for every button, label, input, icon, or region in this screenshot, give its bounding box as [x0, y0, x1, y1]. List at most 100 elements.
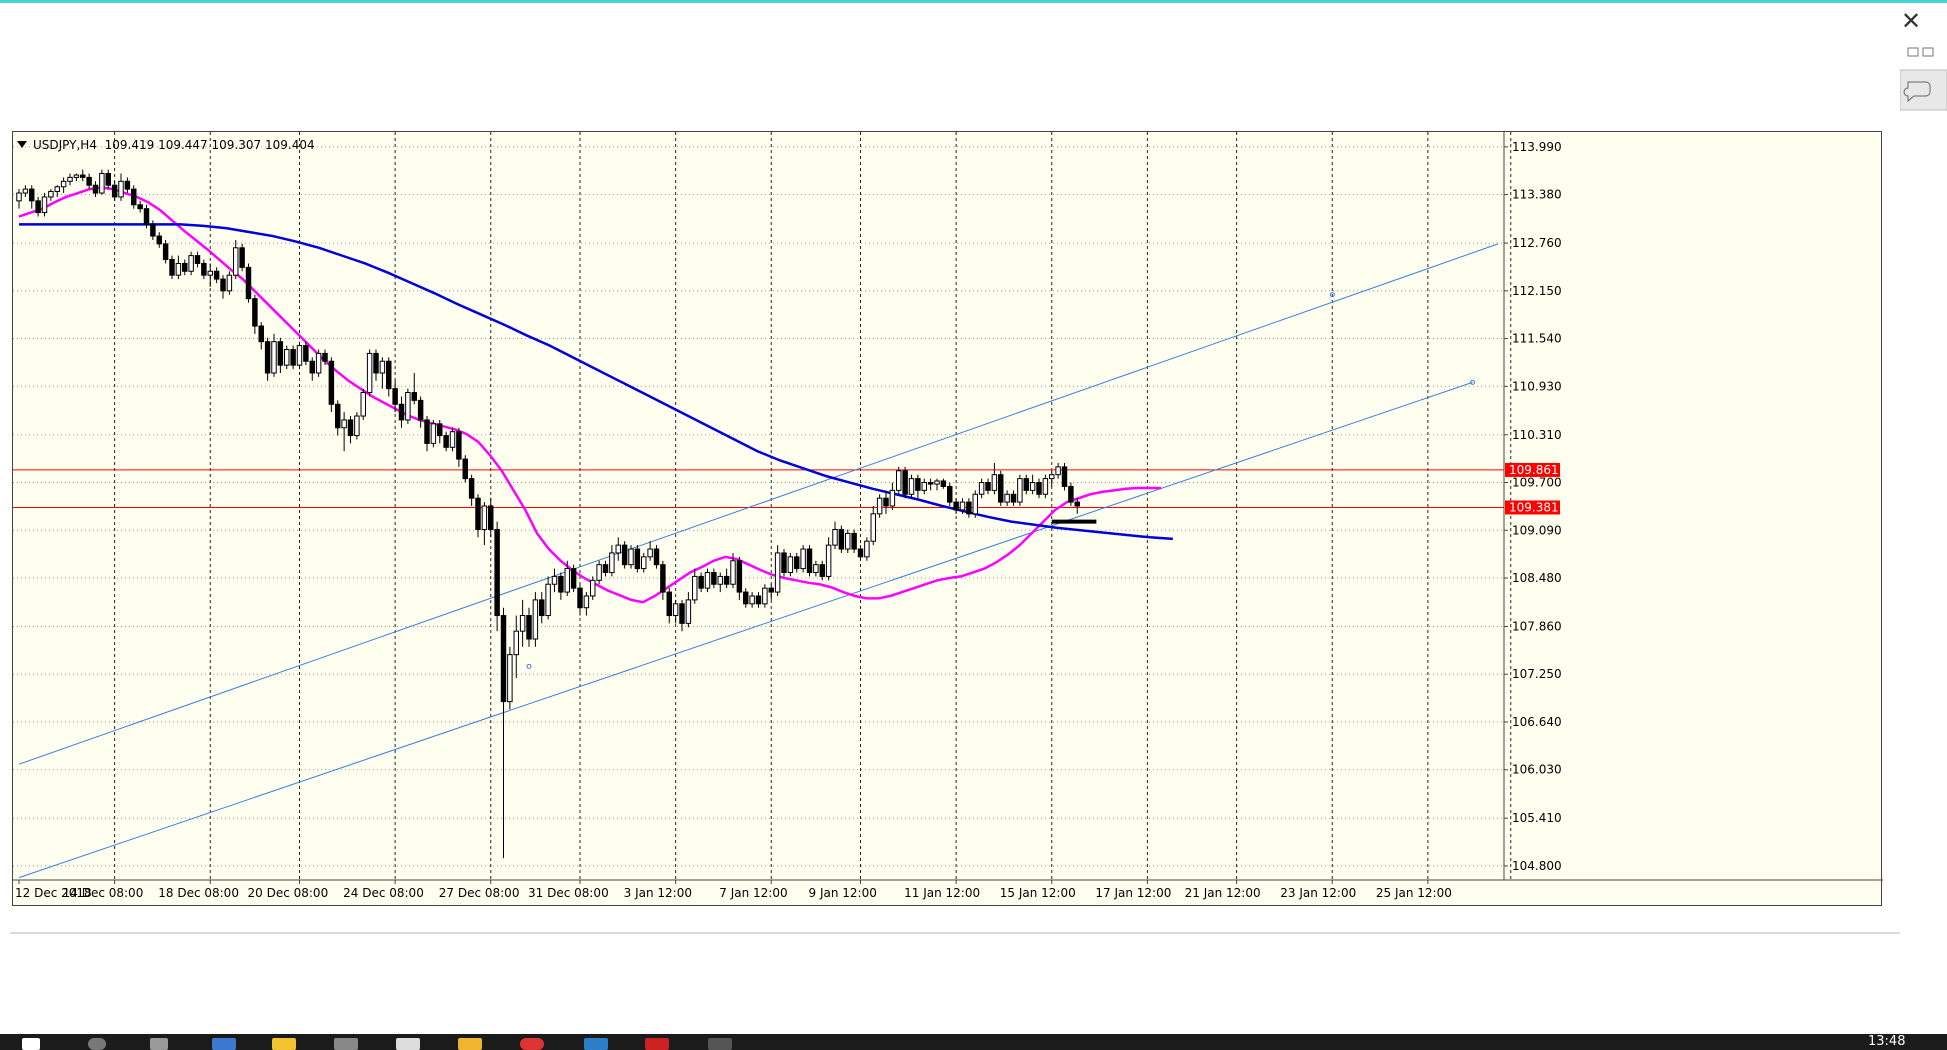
- candle-body[interactable]: [296, 345, 303, 366]
- candle-body[interactable]: [1074, 501, 1080, 507]
- candle-body[interactable]: [628, 548, 634, 566]
- candle-body[interactable]: [175, 262, 182, 276]
- candle-body[interactable]: [698, 575, 704, 589]
- candle-body[interactable]: [794, 556, 800, 570]
- candle-body[interactable]: [111, 184, 118, 198]
- candle-body[interactable]: [131, 188, 137, 206]
- candle-body[interactable]: [398, 403, 405, 421]
- candle-body[interactable]: [347, 419, 354, 437]
- candle-body[interactable]: [609, 552, 615, 574]
- ma-slow-line[interactable]: [19, 223, 1173, 541]
- candle-body[interactable]: [86, 176, 92, 186]
- candle-body[interactable]: [16, 192, 22, 202]
- candle-body[interactable]: [1023, 478, 1029, 491]
- candle-body[interactable]: [277, 341, 284, 366]
- candle-body[interactable]: [1061, 466, 1068, 487]
- candle-body[interactable]: [481, 505, 488, 530]
- candle-body[interactable]: [194, 255, 201, 264]
- candle-body[interactable]: [870, 513, 876, 542]
- candle-body[interactable]: [743, 591, 749, 605]
- candle-body[interactable]: [711, 572, 717, 585]
- app-icon-3[interactable]: [458, 1038, 482, 1050]
- candle-body[interactable]: [558, 575, 564, 593]
- candle-body[interactable]: [430, 423, 437, 444]
- candle-body[interactable]: [411, 392, 417, 401]
- candle-body[interactable]: [532, 599, 539, 640]
- candle-body[interactable]: [679, 603, 685, 624]
- candle-body[interactable]: [137, 204, 143, 210]
- search-icon[interactable]: [88, 1038, 106, 1050]
- candle-body[interactable]: [162, 243, 169, 261]
- start-icon[interactable]: [22, 1038, 40, 1050]
- candle-body[interactable]: [927, 482, 934, 485]
- candle-body[interactable]: [966, 501, 972, 515]
- candle-body[interactable]: [545, 583, 551, 617]
- candle-body[interactable]: [188, 255, 194, 272]
- candle-body[interactable]: [768, 587, 774, 593]
- chat-panel[interactable]: [1899, 69, 1947, 111]
- candle-body[interactable]: [290, 349, 296, 366]
- candle-body[interactable]: [437, 423, 443, 437]
- candle-body[interactable]: [800, 548, 806, 570]
- folder-icon[interactable]: [272, 1038, 296, 1050]
- candle-body[interactable]: [959, 501, 966, 511]
- candle-body[interactable]: [749, 595, 755, 605]
- candle-body[interactable]: [35, 200, 41, 214]
- candle-body[interactable]: [634, 548, 641, 570]
- candle-body[interactable]: [1068, 485, 1074, 503]
- candle-body[interactable]: [99, 172, 105, 194]
- candle-body[interactable]: [825, 544, 832, 577]
- candle-body[interactable]: [449, 431, 456, 448]
- candle-body[interactable]: [787, 556, 794, 574]
- candle-body[interactable]: [271, 341, 277, 374]
- candle-body[interactable]: [813, 564, 819, 574]
- candle-body[interactable]: [819, 564, 825, 577]
- candle-body[interactable]: [666, 591, 672, 617]
- candle-body[interactable]: [953, 501, 959, 511]
- candle-body[interactable]: [468, 478, 475, 499]
- trend-anchor[interactable]: [526, 663, 532, 669]
- candle-body[interactable]: [653, 548, 660, 566]
- candle-body[interactable]: [80, 174, 86, 178]
- candle-body[interactable]: [883, 497, 889, 507]
- candle-body[interactable]: [551, 575, 558, 585]
- candle-body[interactable]: [405, 392, 411, 421]
- candle-body[interactable]: [621, 544, 628, 566]
- window-icon[interactable]: [1922, 47, 1934, 57]
- candle-body[interactable]: [615, 544, 621, 554]
- candle-body[interactable]: [647, 548, 653, 558]
- candle-body[interactable]: [54, 186, 60, 192]
- candle-body[interactable]: [908, 478, 915, 495]
- trend-line[interactable]: [18, 243, 1499, 765]
- candle-body[interactable]: [73, 174, 80, 178]
- candle-body[interactable]: [124, 180, 131, 190]
- candle-body[interactable]: [1049, 474, 1055, 480]
- candle-body[interactable]: [692, 575, 698, 601]
- candle-body[interactable]: [462, 458, 468, 480]
- candle-body[interactable]: [991, 474, 998, 491]
- candle-body[interactable]: [1055, 466, 1061, 476]
- candle-body[interactable]: [641, 556, 647, 570]
- candle-body[interactable]: [182, 262, 188, 272]
- candle-body[interactable]: [940, 480, 947, 487]
- candle-body[interactable]: [513, 630, 519, 656]
- candle-body[interactable]: [781, 552, 787, 574]
- candle-body[interactable]: [354, 415, 360, 437]
- candle-body[interactable]: [143, 208, 150, 225]
- candle-body[interactable]: [1042, 478, 1049, 495]
- candle-body[interactable]: [723, 575, 730, 585]
- candle-body[interactable]: [309, 360, 315, 374]
- candle-body[interactable]: [570, 568, 577, 589]
- candle-body[interactable]: [48, 190, 54, 198]
- dropdown-icon[interactable]: [17, 141, 27, 148]
- candle-body[interactable]: [596, 564, 602, 581]
- candle-body[interactable]: [832, 528, 838, 546]
- app-icon-5[interactable]: [645, 1038, 669, 1050]
- candle-body[interactable]: [1004, 493, 1010, 503]
- candle-body[interactable]: [443, 435, 449, 448]
- candle-body[interactable]: [857, 548, 864, 558]
- candle-body[interactable]: [685, 599, 692, 624]
- chart-window[interactable]: 113.990 113.380 112.760 112.150 111.540 110.9…: [12, 131, 1883, 906]
- candle-body[interactable]: [322, 352, 328, 362]
- candle-body[interactable]: [424, 419, 430, 444]
